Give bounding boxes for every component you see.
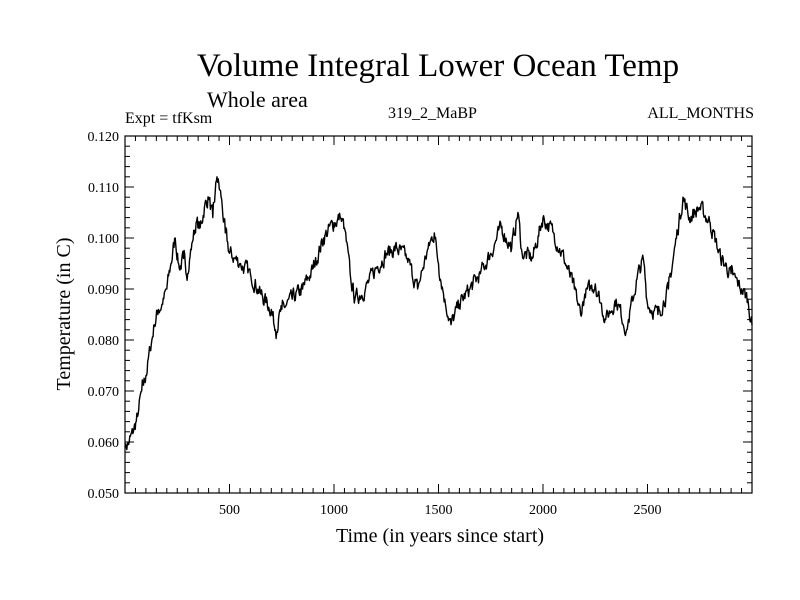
x-axis-label: Time (in years since start) (335, 525, 545, 547)
x-tick-label: 500 (219, 503, 240, 518)
y-tick-label: 0.050 (88, 487, 120, 502)
y-tick-label: 0.100 (88, 232, 120, 247)
y-tick-label: 0.080 (88, 334, 120, 349)
y-tick-label: 0.110 (88, 181, 119, 196)
x-tick-label: 1000 (320, 503, 348, 518)
period-label: ALL_MONTHS (647, 105, 754, 122)
series-line (124, 176, 753, 451)
x-tick-label: 2500 (634, 503, 662, 518)
run-label: 319_2_MaBP (388, 105, 477, 122)
y-tick-label: 0.090 (88, 283, 120, 298)
x-tick-label: 1500 (425, 503, 453, 518)
y-tick-label: 0.060 (88, 436, 120, 451)
experiment-label: Expt = tfKsm (125, 110, 213, 127)
chart-subtitle: Whole area (207, 87, 308, 112)
y-tick-labels: 0.050 0.060 0.070 0.080 0.090 0.100 0.110 0.120 (88, 130, 120, 502)
y-tick-label: 0.070 (88, 385, 120, 400)
y-tick-label: 0.120 (88, 130, 120, 145)
x-tick-labels: 500 1000 1500 2000 2500 (219, 503, 662, 518)
plot-frame (124, 135, 753, 494)
chart-title: Volume Integral Lower Ocean Temp (196, 48, 680, 84)
x-tick-label: 2000 (529, 503, 557, 518)
